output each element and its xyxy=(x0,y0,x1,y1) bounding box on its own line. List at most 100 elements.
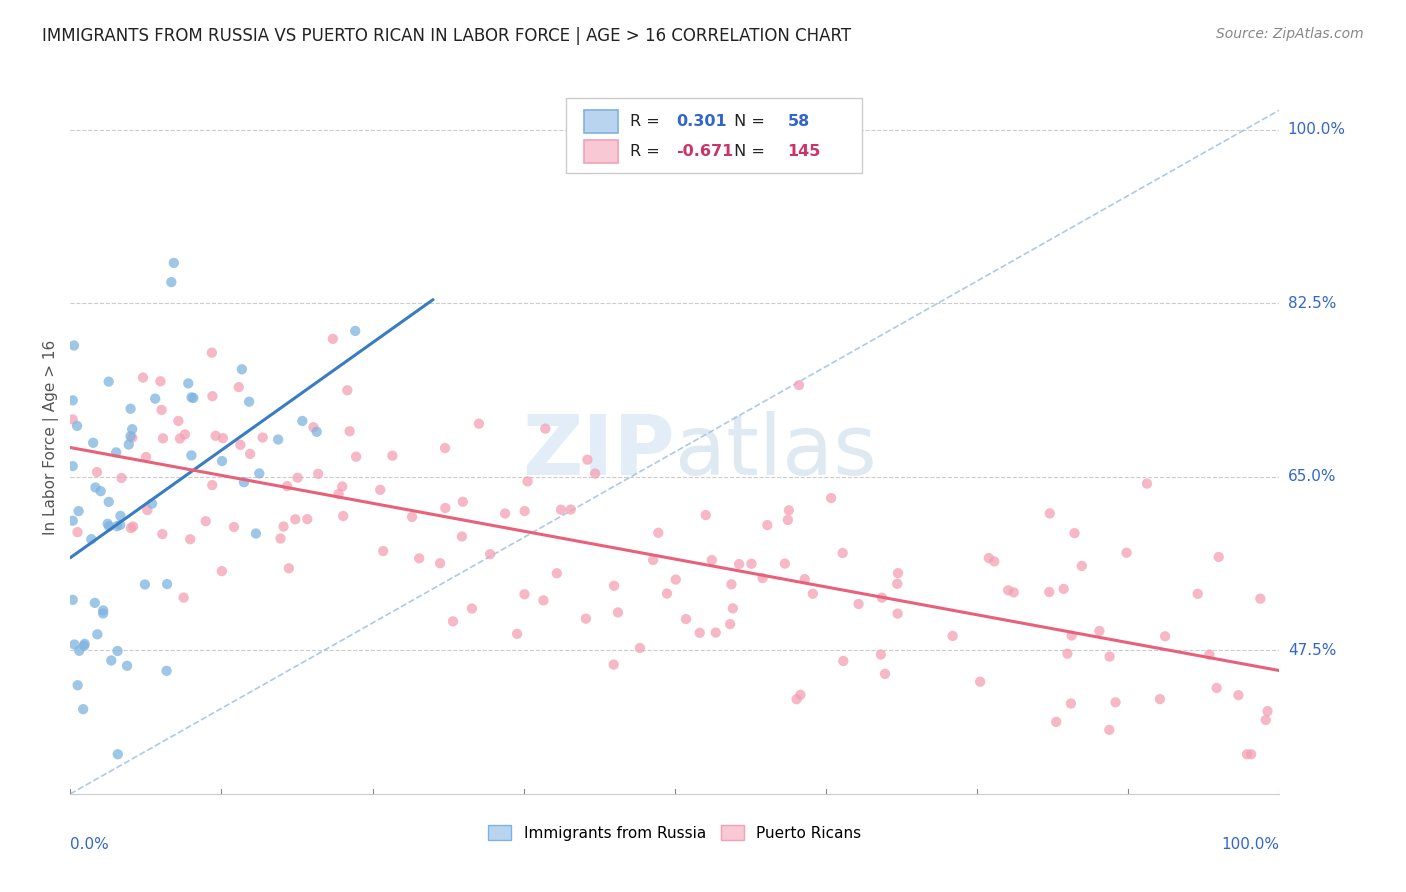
Point xyxy=(66,525,89,540)
Point xyxy=(336,384,359,398)
Point xyxy=(328,487,350,501)
Point xyxy=(332,508,354,523)
Point xyxy=(134,577,156,591)
Point xyxy=(84,481,107,495)
Point xyxy=(740,557,762,571)
FancyBboxPatch shape xyxy=(567,98,862,173)
Point xyxy=(786,692,808,706)
Point xyxy=(606,606,628,620)
Point xyxy=(150,403,173,417)
Point xyxy=(110,517,132,532)
Point xyxy=(252,431,274,445)
Point xyxy=(789,688,811,702)
Point xyxy=(149,374,172,388)
Bar xyxy=(585,140,619,163)
Point xyxy=(86,627,108,641)
Point xyxy=(97,375,120,389)
Point xyxy=(152,431,174,445)
Point xyxy=(534,422,557,436)
Point xyxy=(776,513,799,527)
Point xyxy=(647,525,669,540)
Point xyxy=(73,639,96,653)
Point xyxy=(1256,704,1278,718)
Point xyxy=(1208,549,1230,564)
Point xyxy=(1060,697,1083,711)
Point xyxy=(135,450,157,464)
Point xyxy=(942,629,965,643)
Point xyxy=(86,465,108,479)
Text: 100.0%: 100.0% xyxy=(1288,122,1346,137)
Point xyxy=(655,586,678,600)
Point xyxy=(751,571,773,585)
Point xyxy=(583,467,606,481)
Point xyxy=(204,429,226,443)
Point xyxy=(533,593,555,607)
Point xyxy=(107,747,129,762)
Point xyxy=(1038,585,1060,599)
Point xyxy=(870,591,893,605)
Point xyxy=(211,564,233,578)
Point xyxy=(969,674,991,689)
Point xyxy=(238,394,260,409)
Point xyxy=(675,612,697,626)
Point xyxy=(247,467,270,481)
Point xyxy=(1053,582,1076,596)
Text: 145: 145 xyxy=(787,145,821,159)
Point xyxy=(222,520,245,534)
Point xyxy=(513,504,536,518)
Point xyxy=(330,479,353,493)
Point xyxy=(778,503,800,517)
Point xyxy=(110,508,132,523)
Bar xyxy=(585,111,619,133)
Point xyxy=(291,414,314,428)
Point xyxy=(245,526,267,541)
Point xyxy=(560,502,582,516)
Point xyxy=(494,507,516,521)
Point xyxy=(575,612,598,626)
Point xyxy=(665,573,688,587)
Point xyxy=(793,572,815,586)
Point xyxy=(179,533,201,547)
Point xyxy=(228,380,250,394)
Point xyxy=(479,547,502,561)
Point xyxy=(322,332,344,346)
Point xyxy=(287,471,309,485)
Point xyxy=(1240,747,1263,762)
Point xyxy=(451,529,474,543)
Point xyxy=(429,556,451,570)
Point xyxy=(97,516,120,531)
Point xyxy=(977,551,1000,566)
Point xyxy=(82,435,104,450)
Point xyxy=(67,644,90,658)
Point xyxy=(506,627,529,641)
Point xyxy=(728,557,751,571)
Point xyxy=(83,596,105,610)
Point xyxy=(381,449,404,463)
Point xyxy=(115,658,138,673)
Point xyxy=(887,566,910,581)
Point xyxy=(302,420,325,434)
Point xyxy=(344,324,367,338)
Point xyxy=(801,587,824,601)
Point xyxy=(63,338,86,352)
Point xyxy=(150,527,173,541)
Point xyxy=(239,447,262,461)
Point xyxy=(297,512,319,526)
Point xyxy=(141,497,163,511)
Point xyxy=(1039,507,1062,521)
Point xyxy=(160,275,183,289)
Point xyxy=(546,566,568,581)
Point xyxy=(603,579,626,593)
Point xyxy=(201,345,224,359)
Point xyxy=(73,637,96,651)
Point xyxy=(700,553,723,567)
Text: N =: N = xyxy=(730,114,770,129)
Point xyxy=(120,521,142,535)
Point xyxy=(1056,647,1078,661)
Point xyxy=(1063,526,1085,541)
Point xyxy=(66,678,89,692)
Point xyxy=(110,471,132,485)
Point xyxy=(155,664,177,678)
Point xyxy=(163,256,186,270)
Point xyxy=(1002,585,1025,599)
